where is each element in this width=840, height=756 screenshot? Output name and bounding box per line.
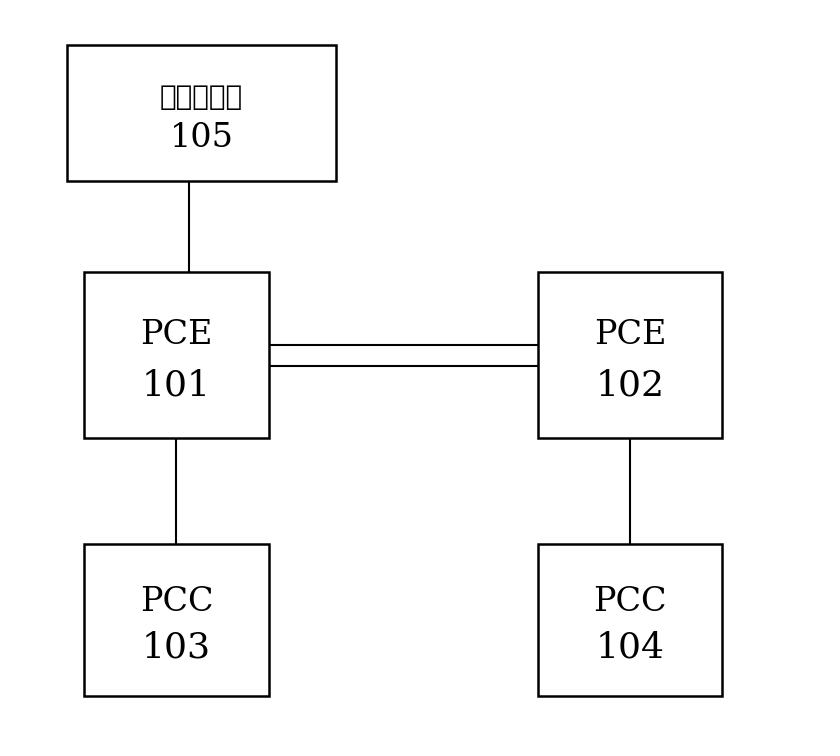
Text: 105: 105 bbox=[170, 122, 234, 154]
Text: 应用层设备: 应用层设备 bbox=[160, 83, 243, 111]
Text: 103: 103 bbox=[142, 631, 211, 664]
Text: 104: 104 bbox=[596, 631, 664, 664]
FancyBboxPatch shape bbox=[84, 272, 269, 438]
Text: 102: 102 bbox=[596, 368, 664, 402]
Text: PCE: PCE bbox=[140, 319, 213, 352]
Text: PCE: PCE bbox=[594, 319, 666, 352]
Text: PCC: PCC bbox=[593, 586, 667, 618]
FancyBboxPatch shape bbox=[538, 272, 722, 438]
FancyBboxPatch shape bbox=[84, 544, 269, 696]
Text: 101: 101 bbox=[142, 368, 211, 402]
FancyBboxPatch shape bbox=[67, 45, 336, 181]
Text: PCC: PCC bbox=[139, 586, 213, 618]
FancyBboxPatch shape bbox=[538, 544, 722, 696]
